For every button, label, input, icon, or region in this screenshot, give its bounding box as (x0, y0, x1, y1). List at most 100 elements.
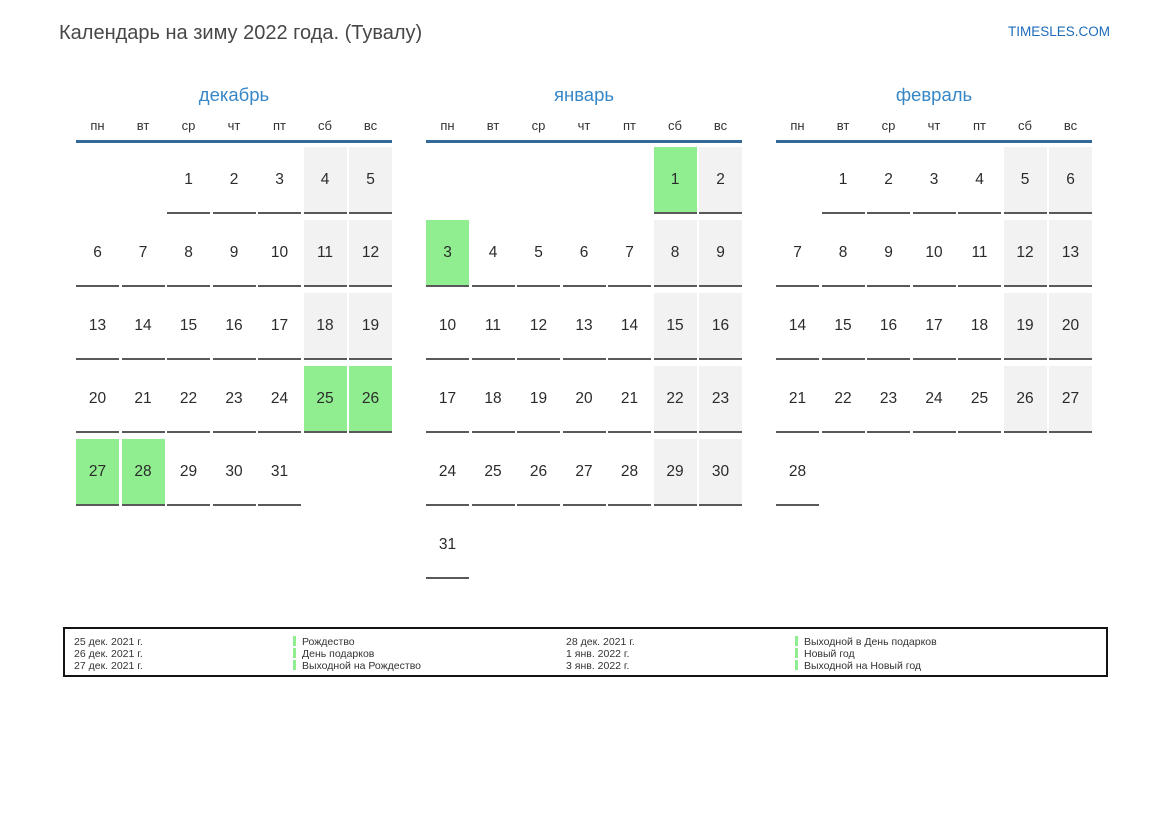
weekday-label: сб (1018, 118, 1032, 133)
legend-entry-name: Рождество (302, 636, 355, 648)
legend-entry: Рождество (293, 636, 421, 648)
day-cell: 6 (562, 220, 606, 293)
legend-entry: Выходной в День подарков (795, 636, 937, 648)
empty-cell (472, 147, 515, 220)
day-cell: 31 (258, 439, 301, 512)
day-cell: 24 (426, 439, 469, 512)
day-cell: 5 (349, 147, 392, 220)
day-number: 27 (562, 439, 606, 506)
day-number: 25 (958, 366, 1001, 433)
day-number: 19 (517, 366, 560, 433)
weekday-label: вс (1063, 118, 1078, 133)
day-cell: 13 (562, 293, 606, 366)
day-number: 25 (471, 439, 515, 506)
day-cell: 15 (821, 293, 865, 366)
legend-entry: Выходной на Рождество (293, 660, 421, 672)
day-cell: 24 (258, 366, 301, 439)
day-number: 3 (426, 220, 469, 287)
day-cell: 17 (426, 366, 469, 439)
empty-cell (517, 147, 560, 220)
day-number: 13 (1049, 220, 1092, 287)
day-number: 23 (212, 366, 256, 433)
day-cell: 9 (212, 220, 256, 293)
day-number: 7 (776, 220, 819, 287)
legend-date: 25 дек. 2021 г. (74, 636, 143, 648)
legend-date: 28 дек. 2021 г. (566, 636, 635, 648)
day-cell: 12 (1003, 220, 1047, 293)
day-cell: 4 (958, 147, 1001, 220)
day-number: 12 (1003, 220, 1047, 287)
weekday-label: вс (363, 118, 378, 133)
legend-date: 27 дек. 2021 г. (74, 660, 143, 673)
day-cell: 11 (471, 293, 515, 366)
weekday-header-row: пн вт ср чт пт сб вс (426, 116, 742, 143)
day-cell: 11 (958, 220, 1001, 293)
day-number: 13 (76, 293, 119, 360)
legend-box: 25 дек. 2021 г. 26 дек. 2021 г. 27 дек. 20… (63, 627, 1108, 677)
legend-entry-name: Выходной на Новый год (804, 660, 922, 673)
day-cell: 22 (821, 366, 865, 439)
day-cell: 27 (76, 439, 119, 512)
day-cell: 13 (1049, 220, 1092, 293)
day-number: 9 (212, 220, 256, 287)
day-number: 4 (958, 147, 1001, 214)
day-number: 6 (1049, 147, 1092, 214)
month-title: февраль (895, 84, 973, 105)
day-number: 24 (258, 366, 301, 433)
weekday-label: пт (973, 118, 986, 133)
day-cell: 28 (776, 439, 819, 512)
day-cell: 24 (912, 366, 956, 439)
weekday-label: сб (318, 118, 332, 133)
empty-cell (563, 147, 606, 220)
legend-entry-name: День подарков (302, 648, 375, 661)
day-cell: 20 (1049, 293, 1092, 366)
empty-cell (776, 147, 819, 220)
day-cell: 23 (699, 366, 742, 439)
day-number: 23 (699, 366, 742, 433)
month-title: январь (553, 84, 615, 105)
day-number: 18 (303, 293, 347, 360)
weekday-label: вт (486, 118, 500, 133)
day-number: 1 (167, 147, 210, 214)
day-number: 3 (258, 147, 301, 214)
day-number: 22 (821, 366, 865, 433)
day-cell: 10 (426, 293, 469, 366)
day-number: 16 (212, 293, 256, 360)
day-cell: 28 (608, 439, 651, 512)
day-cell: 10 (912, 220, 956, 293)
day-cell: 7 (121, 220, 165, 293)
day-number: 16 (699, 293, 742, 360)
day-number: 19 (1003, 293, 1047, 360)
legend-entry-name: Новый год (804, 648, 855, 661)
day-number: 17 (258, 293, 301, 360)
day-number: 30 (212, 439, 256, 506)
day-number: 28 (608, 439, 651, 506)
legend-entry: День подарков (293, 648, 421, 660)
day-number: 28 (121, 439, 165, 506)
day-number: 15 (167, 293, 210, 360)
holiday-marker-icon (795, 660, 798, 671)
day-number: 2 (212, 147, 256, 214)
calendar-grid: 1 2 3 4 5 6 7 8 9 10 11 12 13 14 15 16 17 18 19 20 21 22 23 24 2… (776, 147, 1092, 512)
day-cell: 5 (517, 220, 560, 293)
day-cell: 3 (258, 147, 301, 220)
day-cell: 31 (426, 512, 469, 585)
site-link[interactable]: TIMESLES.COM (1007, 24, 1110, 39)
day-cell: 3 (912, 147, 956, 220)
weekday-label: вт (136, 118, 150, 133)
calendar-grid: 1 2 3 4 5 6 7 8 9 10 11 12 13 14 15 16 17 18 19 20 21 22 23 24 2… (76, 147, 392, 512)
day-number: 17 (912, 293, 956, 360)
day-cell: 26 (517, 439, 560, 512)
day-cell: 15 (167, 293, 210, 366)
day-cell: 21 (121, 366, 165, 439)
legend-dates-column-2: 28 дек. 2021 г. 1 янв. 2022 г. 3 янв. 2022… (566, 636, 635, 673)
months-row: декабрь пн вт ср чт пт сб вс 1 2 3 4 5 6 7 8 9 10 11 12 13 14… (76, 84, 1092, 585)
empty-cell (426, 147, 469, 220)
weekday-label: ср (531, 118, 546, 133)
day-cell: 20 (76, 366, 119, 439)
day-cell: 23 (212, 366, 256, 439)
weekday-label: чт (227, 118, 241, 133)
legend-date: 3 янв. 2022 г. (566, 660, 630, 673)
weekday-label: пн (440, 118, 455, 133)
day-number: 24 (912, 366, 956, 433)
